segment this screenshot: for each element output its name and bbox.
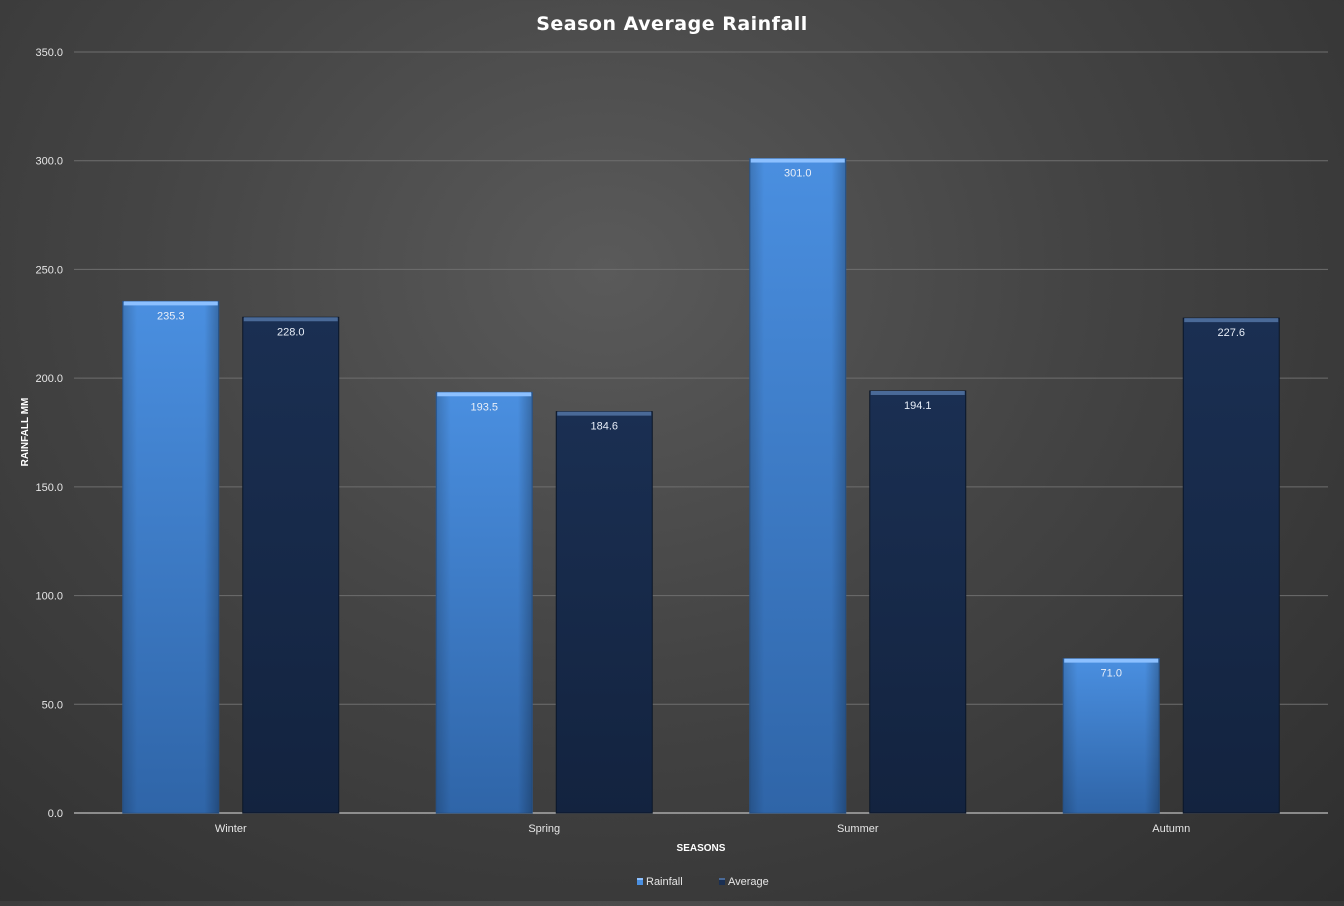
- x-category-label-winter: Winter: [215, 823, 247, 835]
- x-axis-title: SEASONS: [677, 843, 726, 854]
- bars: [122, 158, 1280, 814]
- bar-shade-rainfall-summer: [749, 158, 846, 814]
- y-tick-label: 200.0: [35, 373, 63, 385]
- y-tick-label: 300.0: [35, 156, 63, 168]
- legend: Rainfall Average: [637, 876, 769, 888]
- bar-average-autumn: [1182, 317, 1280, 814]
- bar-cap-average-summer: [870, 390, 965, 395]
- data-labels: 235.3 228.0 193.5 184.6 301.0 194.1 71.0 227.6: [157, 168, 1245, 680]
- legend-swatch-rainfall: [637, 878, 643, 885]
- y-tick-label: 150.0: [35, 482, 63, 494]
- y-tick-label: 0.0: [48, 808, 63, 820]
- chart-title: Season Average Rainfall: [536, 13, 808, 35]
- bar-average-spring: [555, 411, 653, 814]
- bar-shade-rainfall-winter: [122, 301, 219, 813]
- legend-label-rainfall: Rainfall: [646, 876, 683, 888]
- y-tick-label: 350.0: [35, 47, 63, 59]
- data-label-average-winter: 228.0: [277, 326, 305, 338]
- bar-cap-average-winter: [243, 317, 338, 322]
- legend-swatch-cap-rainfall: [637, 878, 643, 880]
- bar-cap-rainfall-summer: [750, 158, 845, 163]
- y-axis-title: RAINFALL MM: [20, 398, 31, 467]
- y-tick-label: 250.0: [35, 264, 63, 276]
- data-label-average-autumn: 227.6: [1217, 327, 1245, 339]
- data-label-average-summer: 194.1: [904, 400, 932, 412]
- legend-label-average: Average: [728, 876, 769, 888]
- bar-cap-rainfall-spring: [437, 392, 532, 397]
- bar-average-summer: [869, 390, 967, 814]
- legend-swatch-average: [719, 878, 725, 885]
- bar-cap-average-spring: [557, 411, 652, 416]
- bar-cap-rainfall-autumn: [1064, 658, 1159, 663]
- x-axis-categories: Winter Spring Summer Autumn: [215, 823, 1190, 835]
- bar-cap-average-autumn: [1184, 318, 1279, 323]
- legend-swatch-cap-average: [719, 878, 725, 880]
- bar-shade-rainfall-autumn: [1063, 658, 1160, 813]
- data-label-average-spring: 184.6: [590, 421, 618, 433]
- bar-cap-rainfall-winter: [123, 301, 218, 306]
- x-category-label-summer: Summer: [837, 823, 879, 835]
- data-label-rainfall-autumn: 71.0: [1101, 668, 1122, 680]
- y-tick-label: 50.0: [42, 699, 63, 711]
- y-axis-ticks: 0.0 50.0 100.0 150.0 200.0 250.0 300.0 350.0: [35, 47, 63, 820]
- bar-shade-rainfall-spring: [436, 392, 533, 813]
- data-label-rainfall-spring: 193.5: [470, 401, 498, 413]
- bar-average-winter: [242, 316, 340, 814]
- x-category-label-autumn: Autumn: [1152, 823, 1190, 835]
- x-category-label-spring: Spring: [528, 823, 560, 835]
- data-label-rainfall-summer: 301.0: [784, 168, 812, 180]
- data-label-rainfall-winter: 235.3: [157, 310, 185, 322]
- y-tick-label: 100.0: [35, 591, 63, 603]
